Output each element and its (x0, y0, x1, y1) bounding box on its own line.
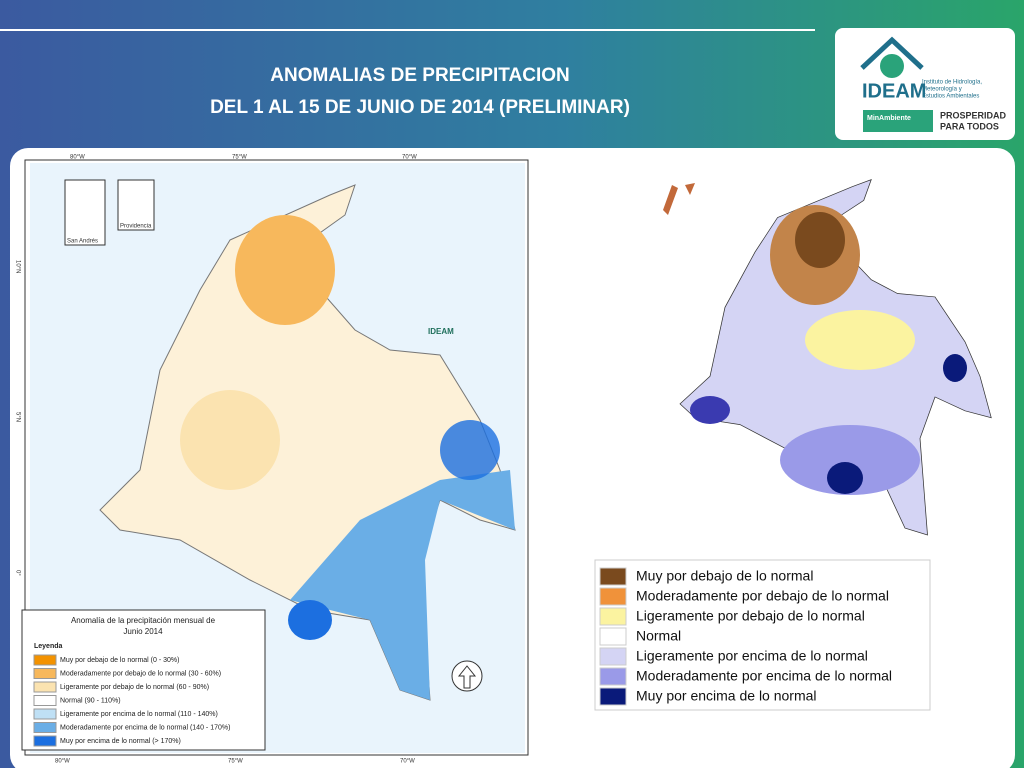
legend-swatch (33, 668, 57, 679)
legend-label: Muy por debajo de lo normal (0 - 30%) (60, 657, 179, 664)
legend-swatch (599, 587, 627, 606)
legend-title: Anomalía de la precipitación mensual de (71, 616, 216, 625)
slogan: PROSPERIDAD (940, 110, 1007, 120)
legend-swatch (33, 735, 57, 747)
legend-swatch (599, 607, 627, 626)
legend-swatch (33, 722, 57, 733)
lat-label: 10°N (14, 260, 20, 273)
legend-swatch (33, 681, 57, 693)
legend-label: Ligeramente por debajo de lo normal (636, 608, 865, 624)
logo-subtitle: Instituto de Hidrología, (922, 80, 982, 86)
lat-label: 5°N (14, 412, 20, 422)
inset-label: San Andrés (67, 239, 98, 245)
logo-subtitle: Estudios Ambientales (922, 94, 979, 100)
legend-label: Muy por encima de lo normal (> 170%) (60, 738, 181, 745)
legend-title: Junio 2014 (123, 627, 163, 636)
logo-icon (880, 54, 904, 78)
legend-label: Moderadamente por encima de lo normal (636, 668, 892, 684)
anomaly-area (795, 212, 845, 268)
north-arrow (457, 665, 477, 689)
legend-label: Ligeramente por debajo de lo normal (60 … (60, 684, 209, 691)
legend-label: Normal (636, 628, 681, 644)
legend-swatch (599, 647, 627, 666)
islands (663, 183, 695, 215)
inset-label: Providencia (120, 224, 152, 230)
anomaly-area (290, 470, 515, 700)
legend-heading: Leyenda (34, 643, 63, 650)
anomaly-area (288, 600, 332, 640)
map-watermark: IDEAM (428, 327, 454, 336)
anomaly-area (780, 425, 920, 495)
anomaly-area (180, 390, 280, 490)
legend-label: Muy por debajo de lo normal (636, 568, 813, 584)
lon-label: 75°W (232, 155, 247, 161)
legend-swatch (599, 687, 627, 706)
lon-label: 70°W (402, 155, 417, 161)
lon-label: 80°W (70, 155, 85, 161)
ministry-badge (863, 110, 933, 132)
lon-label: 80°W (55, 759, 70, 765)
anomaly-area (440, 420, 500, 480)
title-line: ANOMALIAS DE PRECIPITACION (270, 65, 569, 86)
legend-swatch (599, 627, 627, 646)
anomaly-area (943, 354, 967, 382)
legend-swatch (599, 567, 627, 586)
anomaly-area (805, 310, 915, 370)
north-arrow (451, 660, 483, 692)
legend-swatch (33, 708, 57, 720)
legend-label: Moderadamente por debajo de lo normal (3… (60, 670, 221, 677)
legend-swatch (599, 667, 627, 686)
legend-label: Moderadamente por encima de lo normal (1… (60, 724, 230, 731)
inset (117, 179, 155, 231)
legend-swatch (33, 654, 57, 666)
anomaly-area (827, 462, 863, 494)
title-line: DEL 1 AL 15 DE JUNIO DE 2014 (PRELIMINAR… (210, 97, 630, 118)
ministry: MinAmbiente (867, 115, 911, 122)
anomaly-area (235, 215, 335, 325)
lon-label: 70°W (400, 759, 415, 765)
legend-label: Muy por encima de lo normal (636, 688, 817, 704)
slogan: PARA TODOS (940, 121, 999, 131)
lon-label: 75°W (228, 759, 243, 765)
legend-swatch (33, 695, 57, 706)
logo-roof (860, 36, 924, 70)
anomaly-area (690, 396, 730, 424)
logo-subtitle: Meteorología y (922, 87, 962, 93)
legend-label: Ligeramente por encima de lo normal (636, 648, 868, 664)
legend-label: Moderadamente por debajo de lo normal (636, 588, 889, 604)
legend-label: Normal (90 - 110%) (60, 697, 121, 704)
inset (64, 179, 106, 246)
left-legend (21, 609, 266, 751)
legend-label: Ligeramente por encima de lo normal (110… (60, 711, 218, 718)
right-legend (594, 559, 931, 711)
logo-name: IDEAM (862, 80, 926, 102)
lat-label: 0° (14, 570, 20, 576)
